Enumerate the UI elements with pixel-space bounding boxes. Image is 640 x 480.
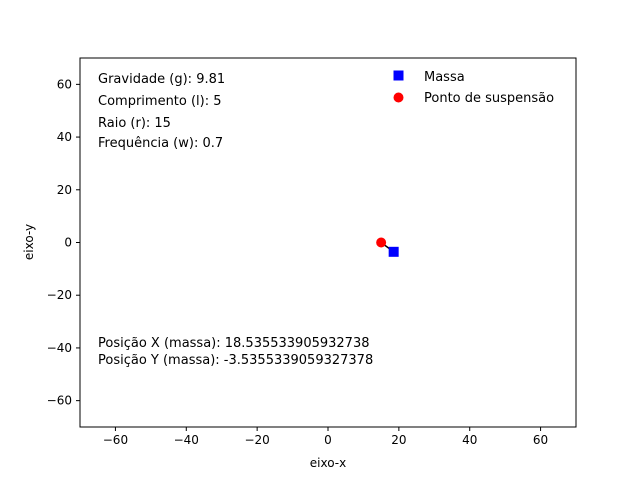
y-tick-label: 40 bbox=[57, 130, 72, 144]
x-tick-label: 40 bbox=[462, 433, 477, 447]
legend: Massa Ponto de suspensão bbox=[393, 70, 554, 106]
y-tick-label: −60 bbox=[47, 394, 72, 408]
gravity-annotation: Gravidade (g): 9.81 bbox=[98, 72, 225, 87]
mass-point bbox=[388, 246, 399, 257]
x-tick-label: 0 bbox=[324, 433, 332, 447]
x-tick-label: 60 bbox=[533, 433, 548, 447]
radius-annotation: Raio (r): 15 bbox=[98, 116, 171, 131]
x-tick-label: −40 bbox=[174, 433, 199, 447]
position-annotations: Posição X (massa): 18.535533905932738 Po… bbox=[98, 336, 373, 368]
y-axis-ticks: −60 −40 −20 0 20 40 60 bbox=[47, 77, 80, 408]
x-tick-label: −60 bbox=[103, 433, 128, 447]
legend-marker-square-icon bbox=[393, 70, 404, 81]
legend-label-ponto: Ponto de suspensão bbox=[424, 91, 554, 106]
position-x-annotation: Posição X (massa): 18.535533905932738 bbox=[98, 336, 370, 351]
y-tick-label: 20 bbox=[57, 183, 72, 197]
length-annotation: Comprimento (l): 5 bbox=[98, 94, 222, 109]
y-tick-label: −40 bbox=[47, 341, 72, 355]
y-tick-label: −20 bbox=[47, 288, 72, 302]
x-tick-label: −20 bbox=[244, 433, 269, 447]
y-axis-label: eixo-y bbox=[22, 224, 36, 260]
frequency-annotation: Frequência (w): 0.7 bbox=[98, 136, 223, 151]
y-tick-label: 60 bbox=[57, 77, 72, 91]
parameter-annotations: Gravidade (g): 9.81 Comprimento (l): 5 R… bbox=[98, 72, 225, 151]
y-tick-label: 0 bbox=[64, 236, 72, 250]
x-tick-label: 20 bbox=[391, 433, 406, 447]
suspension-point bbox=[376, 237, 387, 248]
position-y-annotation: Posição Y (massa): -3.5355339059327378 bbox=[98, 353, 373, 368]
legend-marker-circle-icon bbox=[393, 92, 404, 103]
legend-label-massa: Massa bbox=[424, 70, 465, 85]
x-axis-label: eixo-x bbox=[310, 456, 346, 470]
x-axis-ticks: −60 −40 −20 0 20 40 60 bbox=[103, 427, 548, 447]
plot-area bbox=[376, 237, 399, 257]
